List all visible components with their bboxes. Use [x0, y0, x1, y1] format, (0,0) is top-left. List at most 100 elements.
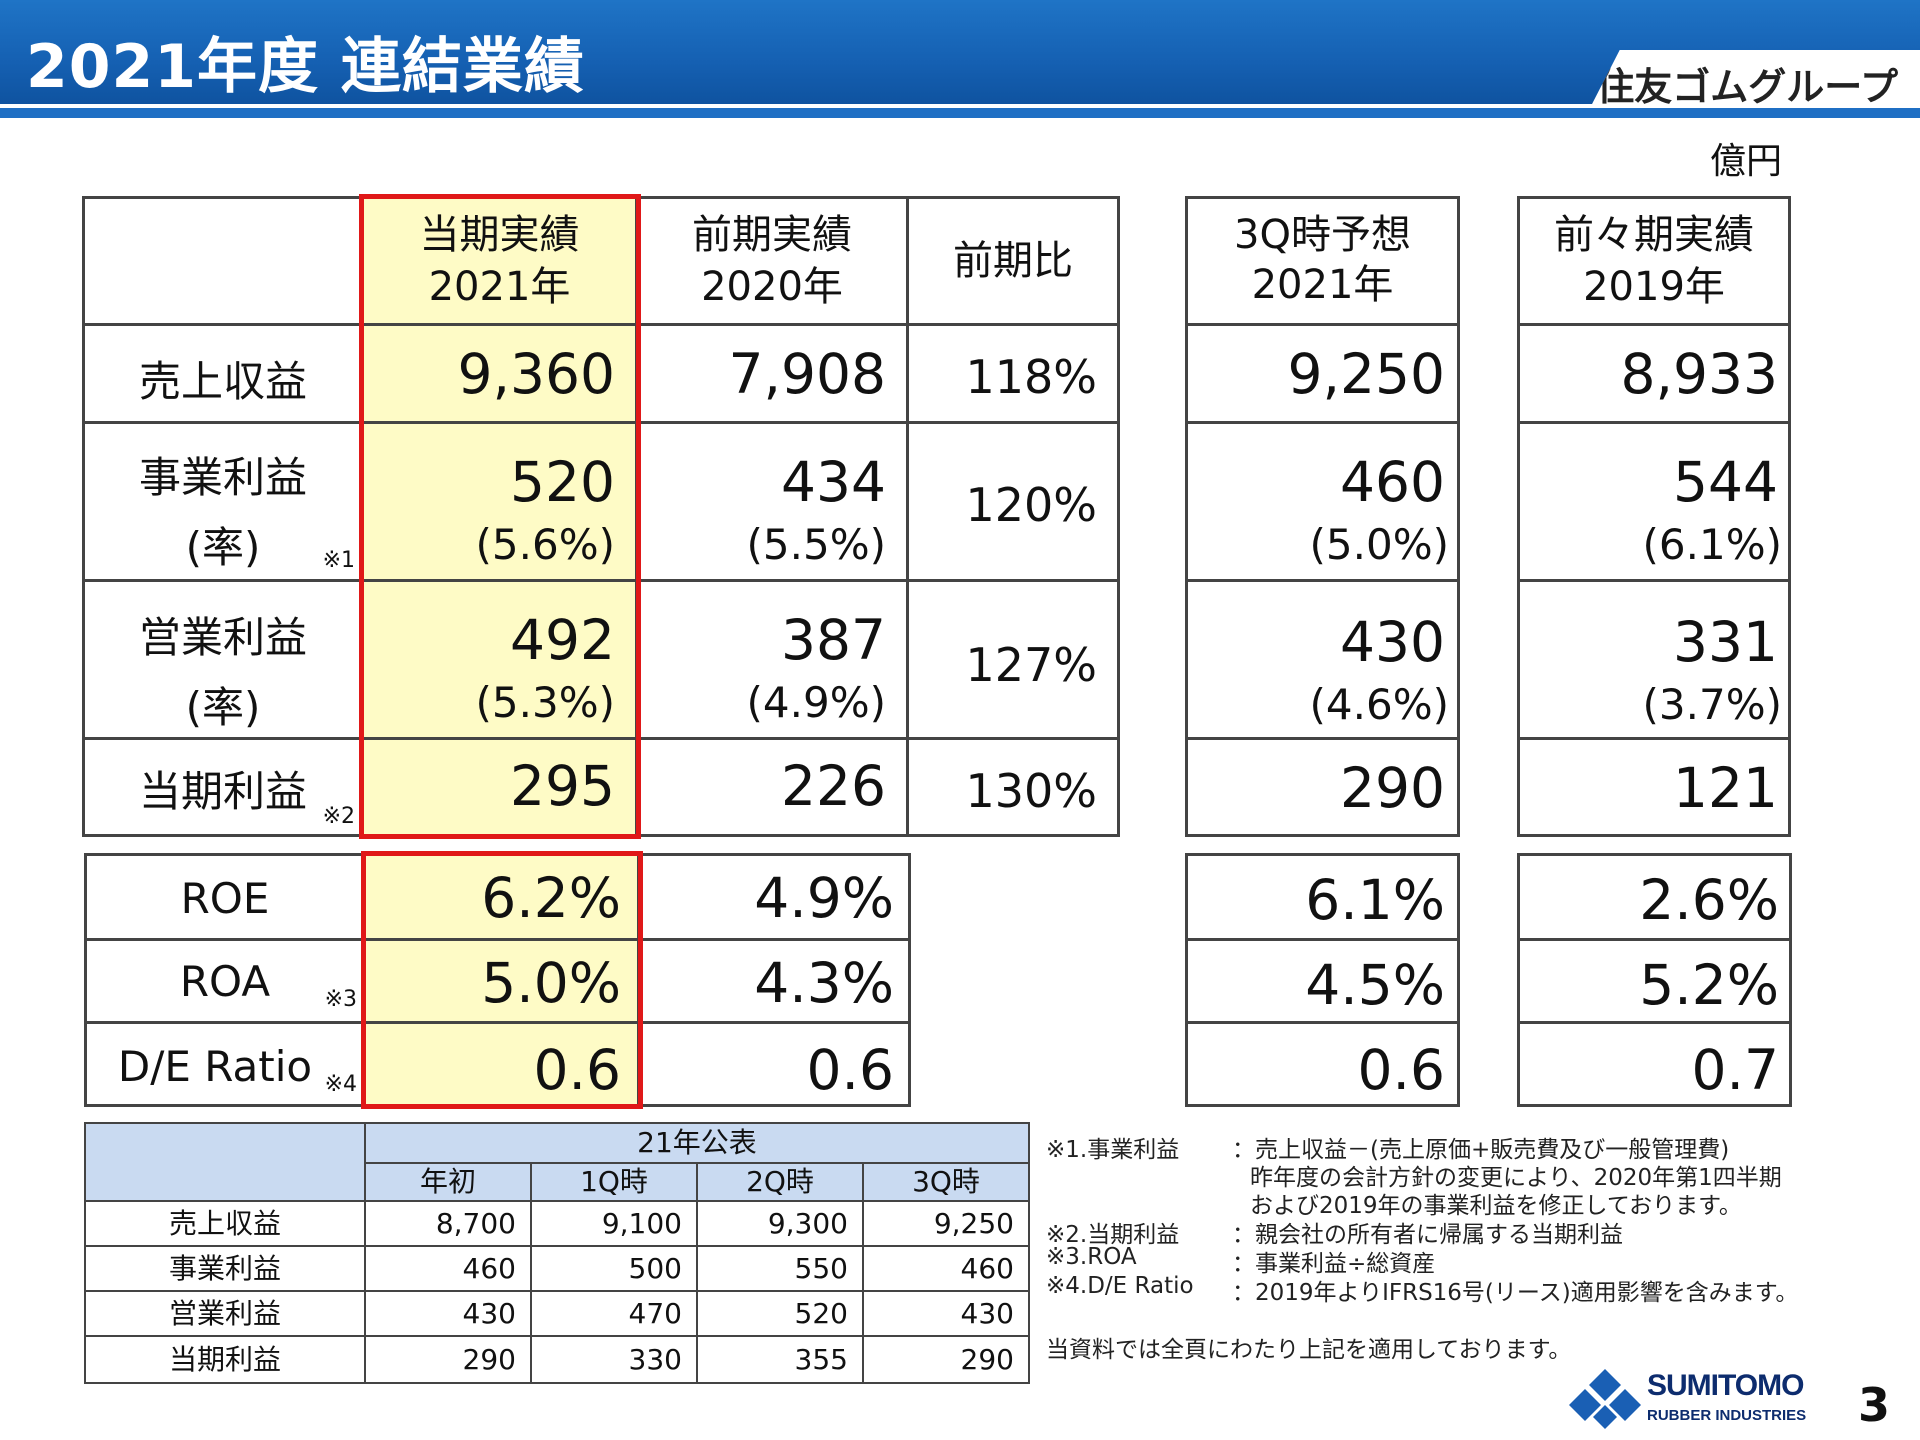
current-operating-margin: (5.3%): [475, 678, 615, 727]
net-profit-label: 当期利益: [138, 767, 307, 816]
cell-q3-operating-profit: 430 (4.6%): [1185, 579, 1460, 740]
prior-net-profit: 226: [781, 754, 886, 818]
forecast-cell: 355: [696, 1335, 864, 1384]
header-rule: [0, 108, 1920, 118]
footnote-mark-3: ※3: [324, 987, 357, 1012]
cell-current-net-profit: 295: [361, 737, 638, 837]
cell-q3-business-profit: 460 (5.0%): [1185, 421, 1460, 582]
forecast-row-label: 事業利益: [84, 1245, 366, 1292]
header-current-line1: 当期実績: [419, 212, 580, 258]
header-prior-line2: 2020年: [701, 264, 843, 310]
footnote-4-text: ：2019年よりIFRS16号(リース)適用影響を含みます。: [1232, 1280, 1799, 1306]
footnote-1-line1: ：売上収益－(売上原価+販売費及び一般管理費): [1232, 1137, 1730, 1163]
roe-label: ROE: [180, 874, 270, 923]
ratio-revenue: 118%: [965, 350, 1097, 404]
footnote-mark-2: ※2: [322, 804, 355, 829]
row-label-roa: ROA ※3: [84, 938, 366, 1024]
cell-current-operating-profit: 492 (5.3%): [361, 579, 638, 740]
q3-operating-margin: (4.6%): [1309, 680, 1449, 729]
prior-operating-margin: (4.9%): [746, 678, 886, 727]
operating-profit-rate-label: (率): [185, 683, 261, 732]
row-label-operating-profit: 営業利益 (率): [82, 579, 364, 740]
q3-roe: 6.1%: [1305, 868, 1445, 932]
logo-line1: SUMITOMO: [1647, 1369, 1804, 1402]
header-2019: 前々期実績 2019年: [1517, 196, 1791, 326]
current-business-margin: (5.6%): [475, 520, 615, 569]
q3-revenue: 9,250: [1287, 342, 1445, 406]
header-prior-line1: 前期実績: [692, 212, 852, 258]
header-ratio-label: 前期比: [953, 238, 1073, 284]
header-prior: 前期実績 2020年: [635, 196, 909, 326]
forecast-cell: 290: [364, 1335, 532, 1384]
q3-roa: 4.5%: [1305, 953, 1445, 1017]
cell-prior-operating-profit: 387 (4.9%): [635, 579, 909, 740]
cell-2019-net-profit: 121: [1517, 737, 1791, 837]
cell-current-de-ratio: 0.6: [363, 1021, 640, 1107]
forecast-cell: 8,700: [364, 1200, 532, 1247]
cell-2019-revenue: 8,933: [1517, 323, 1791, 424]
forecast-cell: 520: [696, 1290, 864, 1337]
cell-prior-roa: 4.3%: [637, 938, 911, 1024]
current-business-profit: 520: [510, 450, 615, 514]
prior-roe: 4.9%: [754, 866, 894, 930]
forecast-row-label: 売上収益: [84, 1200, 366, 1247]
footnote-1-key: ※1.事業利益: [1046, 1137, 1180, 1163]
footnote-applies: 当資料では全頁にわたり上記を適用しております。: [1046, 1337, 1572, 1363]
current-de-ratio: 0.6: [533, 1038, 621, 1102]
header-current: 当期実績 2021年: [361, 196, 638, 326]
y2019-de-ratio: 0.7: [1691, 1038, 1779, 1102]
forecast-cell: 9,300: [696, 1200, 864, 1247]
forecast-row-label: 営業利益: [84, 1290, 366, 1337]
y2019-revenue: 8,933: [1620, 342, 1778, 406]
cell-ratio-net-profit: 130%: [906, 737, 1120, 837]
footnote-4-key: ※4.D/E Ratio: [1046, 1273, 1194, 1299]
forecast-corner-cell: [84, 1122, 366, 1202]
cell-q3-revenue: 9,250: [1185, 323, 1460, 424]
prior-roa: 4.3%: [754, 951, 894, 1015]
forecast-cell: 470: [530, 1290, 698, 1337]
forecast-group-header: 21年公表: [364, 1122, 1030, 1164]
cell-2019-business-profit: 544 (6.1%): [1517, 421, 1791, 582]
prior-business-profit: 434: [781, 450, 886, 514]
forecast-cell: 430: [862, 1290, 1030, 1337]
footnote-1-line2: 昨年度の会計方針の変更により、2020年第1四半期: [1250, 1165, 1782, 1191]
cell-prior-net-profit: 226: [635, 737, 909, 837]
ratio-operating-profit: 127%: [965, 638, 1097, 692]
prior-revenue: 7,908: [728, 342, 886, 406]
business-profit-label: 事業利益: [138, 453, 307, 502]
cell-q3-roe: 6.1%: [1185, 853, 1460, 941]
forecast-cell: 550: [696, 1245, 864, 1292]
forecast-col-header: 年初: [364, 1162, 532, 1202]
unit-label: 億円: [1710, 141, 1783, 182]
header-2019-line2: 2019年: [1583, 264, 1725, 310]
cell-current-revenue: 9,360: [361, 323, 638, 424]
prior-de-ratio: 0.6: [806, 1038, 894, 1102]
diamond-logo-icon: [1569, 1369, 1641, 1429]
cell-current-roe: 6.2%: [363, 853, 640, 941]
cell-2019-de-ratio: 0.7: [1517, 1021, 1792, 1107]
roa-label: ROA: [179, 957, 271, 1006]
cell-prior-business-profit: 434 (5.5%): [635, 421, 909, 582]
q3-net-profit: 290: [1340, 756, 1445, 820]
company-logo: SUMITOMO RUBBER INDUSTRIES: [1565, 1365, 1835, 1435]
header-bar: [0, 0, 1920, 104]
cell-current-roa: 5.0%: [363, 938, 640, 1024]
header-current-line2: 2021年: [428, 264, 571, 310]
footnote-1-line3: および2019年の事業利益を修正しております。: [1250, 1193, 1742, 1219]
row-label-business-profit: 事業利益 (率) ※1: [82, 421, 364, 582]
de-ratio-label: D/E Ratio: [117, 1042, 313, 1091]
revenue-label: 売上収益: [138, 357, 307, 406]
ratio-business-profit: 120%: [965, 478, 1097, 532]
cell-2019-roe: 2.6%: [1517, 853, 1792, 941]
page-title: 2021年度 連結業績: [26, 32, 585, 102]
y2019-roa: 5.2%: [1639, 953, 1779, 1017]
footnote-2-text: ：親会社の所有者に帰属する当期利益: [1232, 1222, 1623, 1248]
logo-line2: RUBBER INDUSTRIES: [1647, 1407, 1807, 1424]
forecast-cell: 9,250: [862, 1200, 1030, 1247]
current-net-profit: 295: [510, 754, 615, 818]
row-label-net-profit: 当期利益 ※2: [82, 737, 364, 837]
prior-operating-profit: 387: [781, 608, 886, 672]
y2019-operating-profit: 331: [1673, 610, 1778, 674]
header-q3-line1: 3Q時予想: [1234, 212, 1411, 258]
cell-prior-revenue: 7,908: [635, 323, 909, 424]
